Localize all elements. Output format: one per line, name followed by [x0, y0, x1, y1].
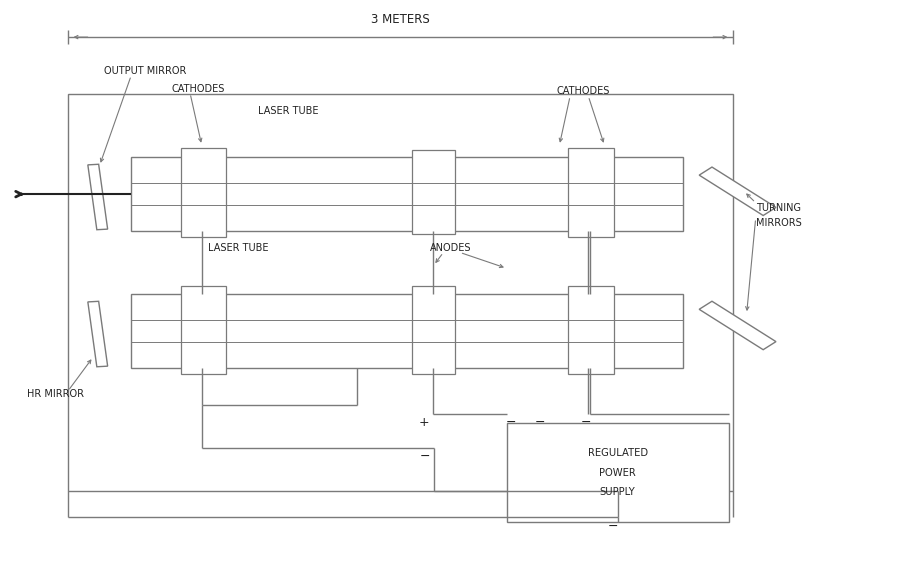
Text: −: − [535, 416, 546, 429]
Text: 3 METERS: 3 METERS [371, 14, 430, 26]
Polygon shape [412, 286, 455, 374]
Text: −: − [608, 520, 618, 533]
Polygon shape [131, 294, 683, 368]
Polygon shape [700, 167, 776, 215]
Text: +: + [418, 416, 429, 429]
Text: CATHODES: CATHODES [172, 83, 225, 94]
Polygon shape [700, 301, 776, 349]
Text: LASER TUBE: LASER TUBE [258, 106, 319, 116]
Polygon shape [568, 148, 614, 237]
Polygon shape [181, 286, 226, 374]
Text: HR MIRROR: HR MIRROR [27, 389, 84, 399]
Text: −: − [506, 416, 517, 429]
Text: CATHODES: CATHODES [557, 86, 610, 96]
Text: SUPPLY: SUPPLY [600, 488, 635, 497]
Text: TURNING: TURNING [756, 203, 801, 214]
Polygon shape [412, 150, 455, 234]
Text: POWER: POWER [599, 468, 636, 477]
Text: OUTPUT MIRROR: OUTPUT MIRROR [104, 66, 186, 77]
Text: ANODES: ANODES [430, 243, 472, 254]
Text: LASER TUBE: LASER TUBE [208, 243, 269, 254]
Polygon shape [88, 164, 108, 230]
Polygon shape [181, 148, 226, 237]
Text: REGULATED: REGULATED [587, 448, 648, 457]
Polygon shape [131, 157, 683, 231]
Text: −: − [580, 416, 591, 429]
Text: −: − [420, 451, 431, 463]
Polygon shape [68, 94, 733, 491]
Polygon shape [507, 423, 729, 522]
Polygon shape [568, 286, 614, 374]
Polygon shape [88, 301, 108, 367]
Text: MIRRORS: MIRRORS [756, 218, 802, 228]
